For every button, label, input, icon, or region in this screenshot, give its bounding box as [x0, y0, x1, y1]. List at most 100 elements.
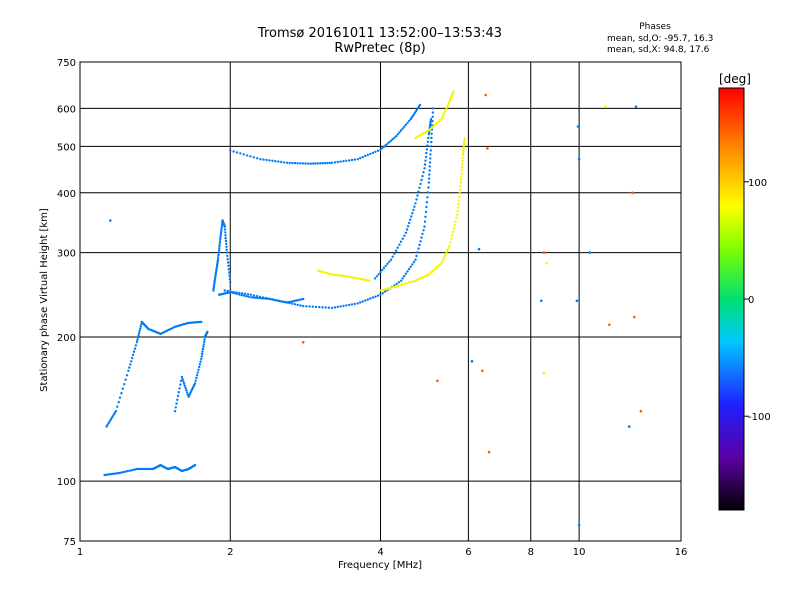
- data-point: [318, 305, 321, 309]
- data-point: [288, 301, 291, 305]
- data-point: [243, 292, 247, 295]
- data-point: [406, 270, 409, 273]
- data-point: [296, 162, 299, 165]
- data-point: [361, 155, 364, 159]
- data-point: [458, 195, 461, 199]
- data-point: [384, 288, 387, 291]
- data-point: [252, 294, 256, 297]
- data-point: [219, 238, 222, 241]
- data-point: [220, 229, 223, 233]
- data-point: [212, 285, 216, 289]
- data-point: [457, 199, 461, 202]
- data-point: [384, 264, 387, 268]
- data-point: [124, 378, 127, 381]
- data-point: [440, 117, 443, 121]
- data-point: [427, 186, 430, 189]
- data-point: [296, 303, 299, 307]
- data-point: [239, 152, 242, 155]
- data-point: [130, 356, 134, 360]
- data-point: [408, 119, 411, 123]
- data-point: [426, 191, 430, 194]
- data-point: [280, 160, 283, 164]
- data-point: [361, 300, 364, 303]
- data-point: [627, 425, 631, 428]
- data-point: [368, 279, 371, 282]
- data-point: [265, 296, 268, 300]
- data-point: [422, 171, 425, 174]
- phase-stats-heading: Phases: [639, 22, 671, 32]
- data-point: [126, 470, 129, 473]
- data-point: [227, 264, 230, 267]
- data-point: [193, 463, 197, 467]
- data-point: [139, 327, 142, 330]
- phase-stats-o: mean, sd,O: -95.7, 16.3: [607, 34, 714, 44]
- data-point: [456, 209, 459, 213]
- y-tick-label: 300: [57, 249, 76, 260]
- data-point: [381, 268, 384, 272]
- data-point: [431, 111, 435, 114]
- data-point: [229, 149, 232, 152]
- data-point: [401, 277, 404, 280]
- data-point: [217, 253, 220, 257]
- data-point: [445, 106, 449, 109]
- data-point: [217, 249, 221, 252]
- data-point: [446, 104, 449, 107]
- data-point: [249, 296, 253, 299]
- data-point: [148, 467, 151, 471]
- data-point: [296, 299, 299, 302]
- data-point: [421, 232, 424, 236]
- data-point: [428, 173, 431, 176]
- data-point: [113, 411, 117, 415]
- data-point: [398, 131, 401, 134]
- data-point: [336, 160, 339, 164]
- data-point: [373, 277, 377, 280]
- data-point: [421, 174, 424, 178]
- data-point: [135, 467, 139, 471]
- data-point: [291, 300, 294, 303]
- data-point: [486, 147, 489, 150]
- data-point: [428, 165, 431, 168]
- x-tick-label: 8: [528, 547, 534, 558]
- data-point: [277, 160, 280, 163]
- data-point: [179, 379, 183, 382]
- y-tick-label: 500: [57, 142, 76, 153]
- data-point: [238, 291, 241, 295]
- data-point: [118, 396, 122, 399]
- data-point: [185, 389, 188, 392]
- data-point: [288, 161, 291, 165]
- data-point: [470, 359, 474, 363]
- data-point: [245, 295, 248, 298]
- data-point: [443, 256, 446, 259]
- data-point: [412, 280, 415, 283]
- data-point: [195, 374, 199, 377]
- data-point: [405, 282, 409, 285]
- data-point: [359, 157, 362, 160]
- data-point: [128, 469, 131, 472]
- data-point: [258, 295, 262, 298]
- y-tick-label: 200: [57, 333, 76, 344]
- data-point: [542, 251, 546, 254]
- data-point: [415, 254, 418, 258]
- data-point: [241, 292, 244, 295]
- data-point: [342, 160, 345, 163]
- data-point: [477, 247, 481, 251]
- data-point: [217, 251, 220, 254]
- data-point: [218, 244, 221, 248]
- data-point: [455, 216, 458, 220]
- data-point: [196, 371, 199, 374]
- data-point: [229, 281, 232, 284]
- data-point: [253, 296, 257, 299]
- data-point: [397, 281, 401, 284]
- data-point: [416, 251, 419, 254]
- data-point: [452, 90, 455, 94]
- y-axis-label: Stationary phase Virtual Height [km]: [39, 208, 50, 392]
- data-point: [423, 225, 426, 228]
- data-point: [141, 467, 144, 471]
- data-point: [200, 355, 203, 358]
- data-point: [427, 136, 430, 140]
- data-point: [125, 374, 129, 377]
- data-point: [406, 225, 410, 228]
- data-point: [459, 181, 463, 184]
- data-point: [459, 185, 462, 188]
- data-point: [262, 158, 265, 161]
